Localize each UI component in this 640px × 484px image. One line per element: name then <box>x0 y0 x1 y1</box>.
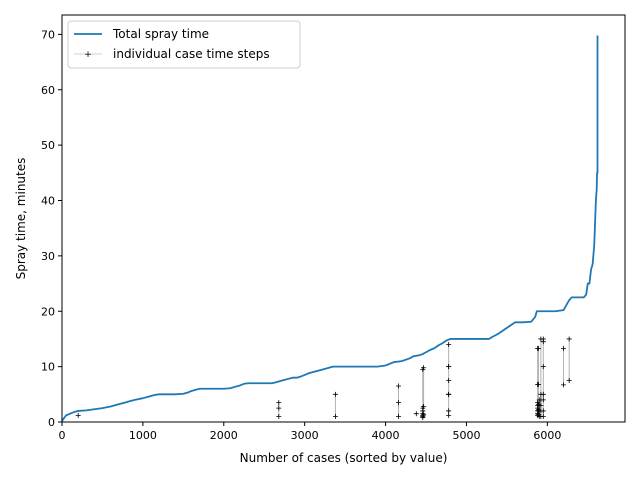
x-tick-label: 2000 <box>210 429 238 442</box>
individual-series-markers <box>75 336 572 421</box>
individual-case-point <box>332 391 338 397</box>
legend-label-total: Total spray time <box>112 27 209 41</box>
individual-case-point <box>540 408 546 414</box>
individual-case-point <box>561 345 567 351</box>
individual-case-point <box>446 377 452 383</box>
y-tick-label: 20 <box>41 305 55 318</box>
x-axis-ticks: 0 1000 2000 3000 4000 5000 6000 <box>59 422 561 442</box>
legend-label-individual: individual case time steps <box>113 47 270 61</box>
individual-case-point <box>276 405 282 411</box>
y-tick-label: 60 <box>41 84 55 97</box>
individual-case-point <box>540 397 546 403</box>
legend-box <box>67 20 301 69</box>
y-tick-label: 70 <box>41 28 55 41</box>
individual-case-point <box>421 365 427 371</box>
individual-case-point <box>540 413 546 419</box>
individual-case-point <box>276 413 282 419</box>
individual-case-point <box>535 381 541 387</box>
individual-case-point <box>566 377 572 383</box>
y-tick-label: 0 <box>48 416 55 429</box>
x-tick-label: 6000 <box>533 429 561 442</box>
individual-case-point <box>421 403 427 409</box>
individual-case-point <box>421 412 427 418</box>
individual-case-point <box>396 383 402 389</box>
x-tick-label: 0 <box>59 429 66 442</box>
y-tick-label: 10 <box>41 361 55 374</box>
individual-case-point <box>566 336 572 342</box>
total-spray-time-line <box>61 35 599 422</box>
x-tick-label: 5000 <box>452 429 480 442</box>
individual-case-point <box>540 391 546 397</box>
legend-marker-individual: + <box>84 50 92 60</box>
individual-case-point <box>535 345 541 351</box>
x-tick-label: 4000 <box>372 429 400 442</box>
individual-case-point <box>446 408 452 414</box>
y-tick-label: 30 <box>41 250 55 263</box>
x-axis-label: Number of cases (sorted by value) <box>240 451 448 465</box>
y-tick-label: 50 <box>41 139 55 152</box>
individual-case-point <box>75 412 81 418</box>
legend: Total spray time + individual case time … <box>67 20 301 69</box>
y-axis-label: Spray time, minutes <box>14 158 28 280</box>
total-series-group <box>61 35 599 422</box>
individual-case-point <box>535 407 541 413</box>
individual-case-point <box>540 364 546 370</box>
x-tick-label: 1000 <box>129 429 157 442</box>
individual-case-point <box>538 402 544 408</box>
individual-case-point <box>540 339 546 345</box>
individual-case-point <box>413 411 419 417</box>
individual-series-lines <box>278 338 570 418</box>
individual-case-point <box>446 412 452 418</box>
individual-case-point <box>396 413 402 419</box>
individual-case-point <box>446 341 452 347</box>
individual-case-point <box>276 400 282 406</box>
x-tick-label: 3000 <box>291 429 319 442</box>
y-tick-label: 40 <box>41 195 55 208</box>
y-axis-ticks: 0 10 20 30 40 50 60 70 <box>41 28 62 429</box>
axes-frame <box>61 14 626 423</box>
individual-case-point <box>396 400 402 406</box>
individual-case-point <box>446 391 452 397</box>
individual-case-point <box>535 401 541 407</box>
individual-case-point <box>420 415 426 421</box>
individual-case-point <box>332 413 338 419</box>
individual-case-point <box>561 382 567 388</box>
individual-case-point <box>446 364 452 370</box>
